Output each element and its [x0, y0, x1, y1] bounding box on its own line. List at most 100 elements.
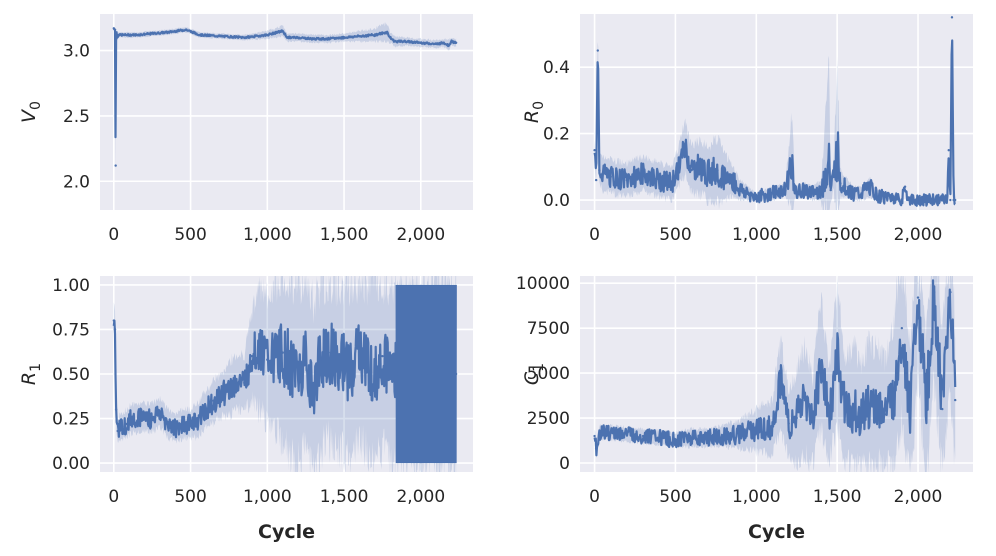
data-point — [158, 412, 162, 415]
data-point — [954, 198, 957, 202]
data-point — [674, 438, 677, 441]
y-tick-label: 0.00 — [52, 454, 90, 474]
data-point — [365, 363, 369, 367]
data-point — [852, 192, 855, 195]
data-point — [755, 195, 758, 198]
data-point — [829, 188, 832, 192]
data-point — [819, 362, 823, 366]
data-point — [319, 358, 323, 361]
data-point — [385, 31, 389, 34]
y-tick-label: 0.75 — [52, 320, 90, 340]
data-point — [932, 198, 936, 202]
data-point — [404, 40, 407, 43]
data-point — [427, 372, 430, 376]
y-tick-label: 2.0 — [63, 172, 90, 192]
data-point — [115, 36, 119, 39]
data-point — [273, 354, 277, 358]
data-point — [327, 37, 330, 41]
series-line — [112, 319, 398, 439]
data-point — [690, 168, 693, 172]
data-point — [116, 429, 119, 433]
data-point — [115, 31, 118, 34]
plot-area — [100, 14, 473, 210]
data-point — [594, 447, 598, 450]
data-point — [112, 319, 116, 322]
data-point — [609, 175, 612, 178]
data-point — [373, 372, 376, 376]
y-tick-label: 1.00 — [52, 276, 90, 296]
data-point — [677, 165, 680, 169]
x-tick-label: 1,000 — [732, 487, 781, 507]
data-point — [373, 33, 376, 37]
x-tick-label: 500 — [659, 225, 691, 245]
data-point — [281, 351, 284, 354]
data-point — [396, 372, 399, 376]
data-point — [450, 40, 453, 43]
data-point — [117, 33, 120, 37]
data-point — [916, 198, 920, 202]
data-point — [342, 363, 346, 367]
y-tick-label: 2500 — [527, 409, 570, 429]
series-line — [593, 279, 957, 457]
data-point — [884, 195, 887, 198]
data-point — [131, 417, 134, 420]
data-point — [949, 198, 952, 202]
data-point — [793, 192, 797, 195]
data-point — [641, 172, 645, 175]
data-point — [860, 416, 863, 420]
data-point — [670, 182, 674, 185]
data-point — [771, 425, 774, 429]
data-point — [790, 158, 794, 162]
x-tick-label: 2,000 — [396, 487, 445, 507]
data-point — [140, 415, 143, 418]
data-point — [114, 33, 118, 37]
subplot-3: 0 500 1,000 1,500 2,000 0.00 0.25 0.50 0.75 1.00 R… — [18, 276, 473, 543]
series-group — [593, 276, 957, 472]
data-point — [150, 32, 154, 35]
data-point — [404, 372, 407, 376]
x-tick-label: 1,500 — [813, 225, 862, 245]
data-point — [220, 35, 223, 38]
y-tick-label: 0 — [559, 454, 570, 474]
data-point — [593, 149, 596, 152]
data-point — [135, 33, 139, 37]
series-group — [112, 22, 458, 173]
x-tick-label: 1,500 — [320, 225, 369, 245]
data-point — [844, 411, 847, 414]
data-point — [784, 188, 787, 192]
data-point — [945, 198, 949, 202]
data-point — [835, 149, 839, 152]
data-point — [916, 296, 920, 299]
x-tick-label: 500 — [659, 487, 691, 507]
data-point — [114, 164, 117, 167]
data-point — [258, 346, 261, 349]
data-point — [954, 398, 957, 402]
data-point — [844, 185, 847, 188]
y-axis-label: C1 — [521, 363, 547, 385]
data-point — [266, 33, 269, 37]
data-point — [266, 358, 269, 361]
data-point — [227, 387, 231, 390]
data-point — [381, 354, 384, 358]
data-point — [795, 416, 798, 420]
data-point — [941, 407, 944, 411]
data-point — [243, 36, 246, 39]
data-point — [755, 429, 758, 432]
data-point — [730, 178, 734, 182]
x-tick-label: 2,000 — [894, 225, 943, 245]
data-point — [876, 407, 879, 411]
data-point — [312, 37, 315, 41]
data-point — [932, 290, 936, 294]
data-point — [198, 33, 201, 37]
data-point — [596, 49, 599, 52]
data-point — [907, 198, 910, 202]
data-point — [852, 407, 855, 411]
y-tick-label: 10000 — [516, 274, 570, 294]
data-point — [124, 422, 128, 426]
data-point — [827, 158, 831, 162]
data-point — [658, 436, 661, 440]
subplot-1: 0 500 1,000 1,500 2,000 2.0 2.5 3.0 V0 — [18, 14, 473, 245]
data-point — [442, 41, 446, 44]
data-point — [860, 192, 863, 195]
series-group — [593, 16, 957, 210]
